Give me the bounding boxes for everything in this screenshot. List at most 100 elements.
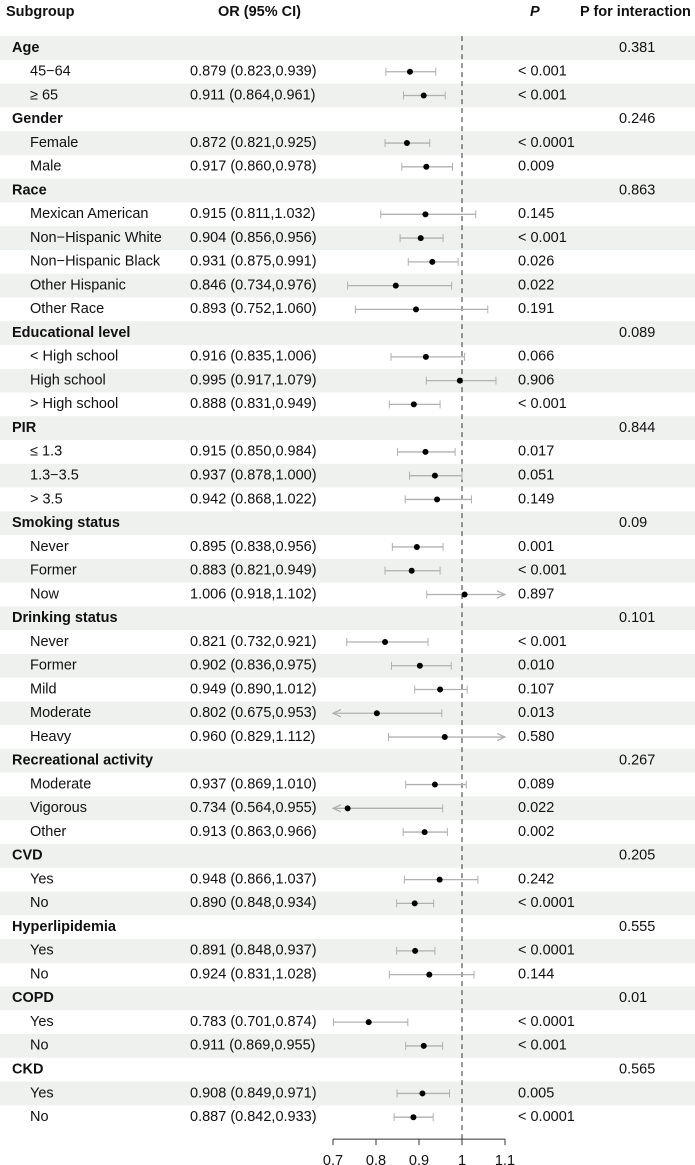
subgroup-label: Yes — [30, 1014, 54, 1030]
group-label: Educational level — [12, 325, 130, 341]
subgroup-label: Never — [30, 634, 69, 650]
or-point — [456, 377, 463, 384]
row-band — [0, 36, 695, 60]
p-value: < 0.0001 — [518, 895, 575, 911]
or-ci-text: 0.911 (0.869,0.955) — [190, 1038, 316, 1054]
subgroup-label: < High school — [30, 349, 118, 365]
or-ci-text: 0.995 (0.917,1.079) — [190, 372, 317, 388]
row-band — [0, 131, 695, 155]
or-point — [406, 68, 413, 75]
or-ci-text: 0.948 (0.866,1.037) — [190, 871, 317, 887]
group-label: CKD — [12, 1062, 43, 1078]
x-tick-label: 0.7 — [323, 1153, 343, 1165]
or-ci-text: 0.888 (0.831,0.949) — [190, 396, 317, 412]
or-ci-text: 0.931 (0.875,0.991) — [190, 254, 317, 270]
group-label: Drinking status — [12, 610, 118, 626]
or-point — [429, 258, 436, 265]
or-point — [382, 639, 389, 645]
p-value: < 0.001 — [518, 563, 567, 579]
p-value: 0.906 — [518, 372, 554, 388]
or-point — [461, 591, 468, 598]
or-point — [423, 163, 430, 170]
or-point — [412, 947, 419, 954]
p-value: < 0.001 — [518, 396, 567, 412]
or-ci-text: 1.006 (0.918,1.102) — [190, 586, 317, 602]
row-band — [0, 939, 695, 963]
or-point — [421, 829, 428, 836]
p-value: 0.107 — [518, 681, 554, 697]
p-value: 0.001 — [518, 539, 554, 555]
p-value: < 0.001 — [518, 1038, 567, 1054]
x-tick-label: 1 — [458, 1153, 466, 1165]
or-point — [412, 306, 419, 313]
or-point — [419, 1090, 426, 1097]
or-ci-text: 0.908 (0.849,0.971) — [190, 1085, 317, 1101]
subgroup-label: Moderate — [30, 776, 91, 792]
or-point — [365, 1019, 372, 1026]
x-tick-label: 1.1 — [495, 1153, 515, 1165]
p-value: 0.580 — [518, 729, 554, 745]
or-point — [403, 140, 410, 147]
x-tick-label: 0.8 — [366, 1153, 386, 1165]
or-point — [416, 662, 423, 669]
subgroup-label: 45−64 — [30, 64, 71, 80]
subgroup-label: Other Hispanic — [30, 277, 126, 293]
or-ci-text: 0.895 (0.838,0.956) — [190, 539, 317, 555]
subgroup-label: Non−Hispanic White — [30, 230, 162, 246]
subgroup-label: > 3.5 — [30, 491, 63, 507]
or-ci-text: 0.942 (0.868,1.022) — [190, 491, 317, 507]
row-band — [0, 748, 695, 773]
or-point — [441, 734, 448, 741]
or-ci-text: 0.904 (0.856,0.956) — [190, 230, 317, 246]
p-interaction: 0.101 — [619, 610, 655, 626]
p-value: 0.022 — [518, 800, 554, 816]
row-band — [0, 511, 695, 536]
p-value: < 0.0001 — [518, 943, 575, 959]
p-value: 0.089 — [518, 776, 554, 792]
p-value: 0.022 — [518, 277, 554, 293]
or-ci-text: 0.960 (0.829,1.112) — [190, 729, 316, 745]
p-interaction: 0.381 — [619, 40, 655, 56]
or-ci-text: 0.872 (0.821,0.925) — [190, 135, 317, 151]
or-point — [422, 448, 429, 455]
subgroup-label: Never — [30, 539, 69, 555]
p-interaction: 0.555 — [619, 919, 655, 935]
subgroup-label: Yes — [30, 943, 54, 959]
or-point — [436, 876, 443, 883]
p-value: 0.145 — [518, 206, 554, 222]
p-value: 0.017 — [518, 444, 554, 460]
row-band — [0, 891, 695, 916]
group-label: CVD — [12, 848, 43, 864]
subgroup-label: Heavy — [30, 729, 72, 745]
or-ci-text: 0.913 (0.863,0.966) — [190, 824, 317, 840]
subgroup-label: Female — [30, 135, 78, 151]
row-band — [0, 1034, 695, 1058]
p-value: 0.191 — [518, 301, 554, 317]
p-interaction: 0.863 — [619, 182, 655, 198]
header-or: OR (95% CI) — [218, 4, 301, 20]
p-value: 0.149 — [518, 491, 554, 507]
p-value: < 0.001 — [518, 64, 567, 80]
p-value: < 0.0001 — [518, 1014, 575, 1030]
or-ci-text: 0.734 (0.564,0.955) — [190, 800, 317, 816]
or-ci-text: 0.937 (0.878,1.000) — [190, 468, 317, 484]
or-point — [437, 686, 444, 693]
subgroup-label: No — [30, 895, 49, 911]
row-band — [0, 558, 695, 583]
or-point — [417, 235, 424, 242]
group-label: COPD — [12, 990, 54, 1006]
p-value: < 0.0001 — [518, 1109, 575, 1125]
x-tick-label: 0.9 — [409, 1153, 429, 1165]
or-ci-text: 0.915 (0.850,0.984) — [190, 444, 317, 460]
row-band — [0, 653, 695, 678]
p-value: 0.013 — [518, 705, 554, 721]
row-band — [0, 368, 695, 393]
p-value: < 0.0001 — [518, 135, 575, 151]
subgroup-label: Yes — [30, 1085, 54, 1101]
group-label: Gender — [12, 111, 63, 127]
or-ci-text: 0.783 (0.701,0.874) — [190, 1014, 317, 1030]
or-point — [411, 900, 418, 907]
row-band — [0, 606, 695, 631]
